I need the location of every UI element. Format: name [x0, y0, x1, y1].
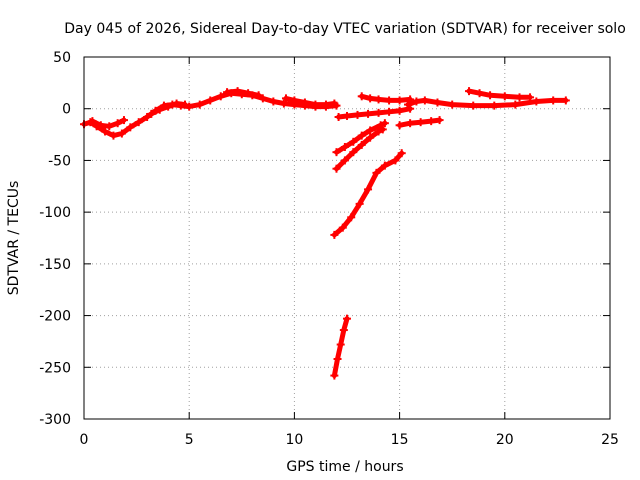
x-tick-label: 0: [80, 432, 89, 448]
chart-title: Day 045 of 2026, Sidereal Day-to-day VTE…: [64, 21, 626, 37]
x-tick-label: 5: [185, 432, 194, 448]
x-tick-label: 10: [285, 432, 303, 448]
x-tick-label: 25: [601, 432, 619, 448]
y-axis-label: SDTVAR / TECUs: [6, 181, 22, 296]
series-track-1: [81, 90, 339, 139]
y-tick-label: -150: [39, 257, 71, 273]
y-tick-label: -300: [39, 412, 71, 428]
x-tick-label: 20: [496, 432, 514, 448]
series-track-13: [331, 150, 405, 238]
plot-frame: [83, 56, 611, 420]
x-axis-label: GPS time / hours: [286, 459, 403, 475]
grid: [84, 57, 610, 419]
series-track-8: [405, 97, 569, 109]
series-track-4: [224, 88, 262, 98]
y-axis-ticks: 50 0 -50 -100 -150 -200 -250 -300: [39, 50, 610, 428]
y-tick-label: 0: [62, 102, 71, 118]
data-series: [80, 87, 570, 380]
y-tick-label: -50: [48, 153, 71, 169]
x-tick-label: 15: [391, 432, 409, 448]
y-tick-label: -250: [39, 360, 71, 376]
x-axis-ticks: 0 5 10 15 20 25: [80, 57, 619, 448]
y-tick-label: 50: [53, 50, 71, 66]
y-tick-label: -200: [39, 309, 71, 325]
y-tick-label: -100: [39, 205, 71, 221]
